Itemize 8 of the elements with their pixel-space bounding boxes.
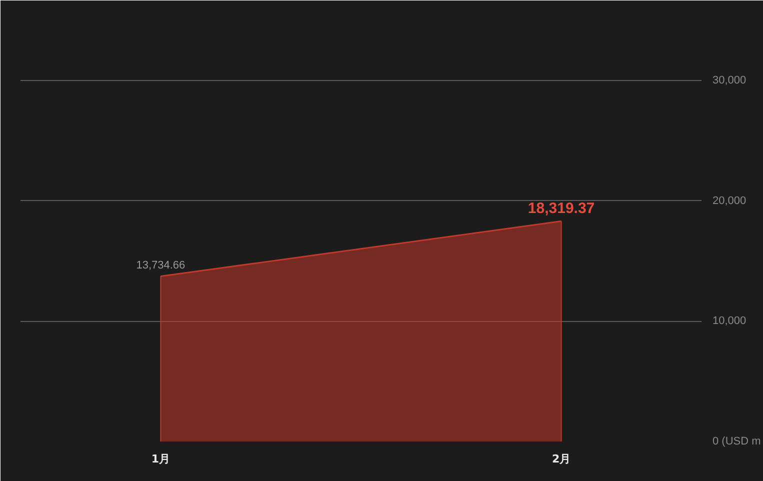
data-label: 18,319.37: [528, 200, 595, 218]
y-tick-label: 10,000: [712, 315, 746, 328]
y-tick-label: 20,000: [712, 194, 746, 207]
x-tick-label: 1月: [151, 452, 170, 466]
x-tick-label: 2月: [552, 452, 571, 466]
y-tick-label: 0 (USD m: [712, 436, 761, 448]
y-tick-label: 30,000: [712, 74, 746, 87]
data-label: 13,734.66: [136, 259, 186, 272]
